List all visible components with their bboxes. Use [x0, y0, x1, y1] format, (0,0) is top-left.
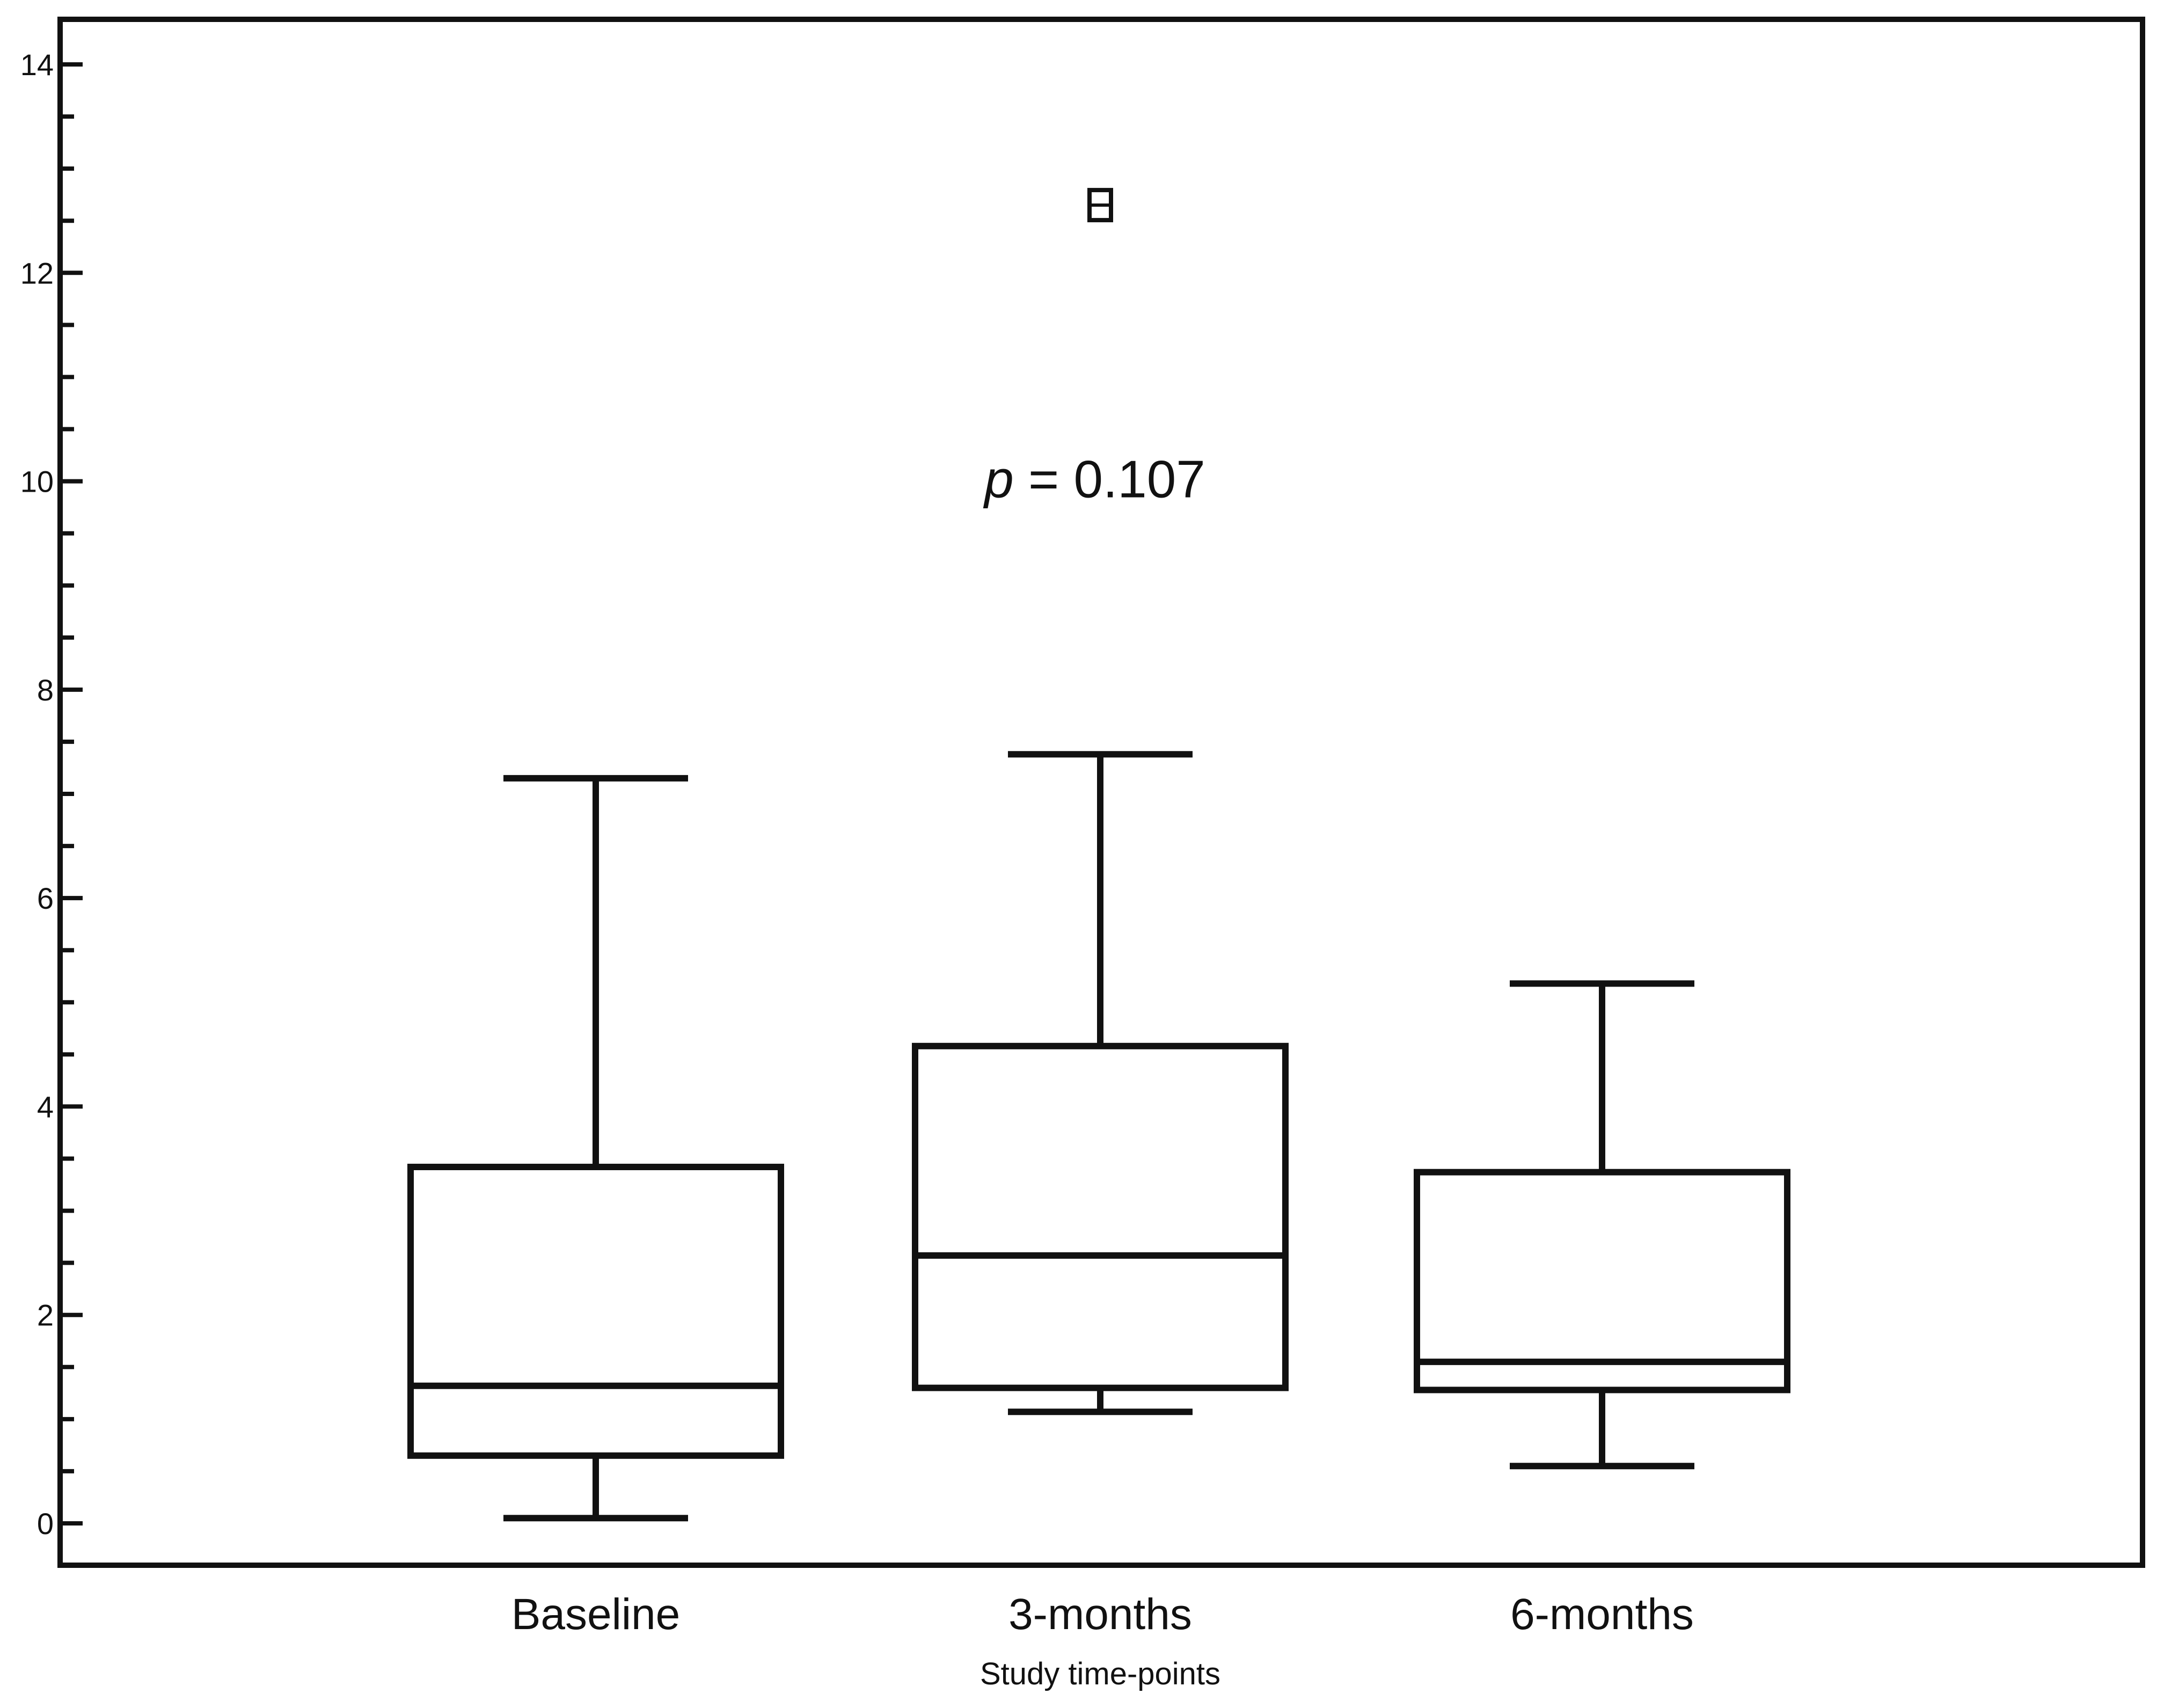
box-3-months: [912, 188, 1289, 1415]
p-value-symbol: p: [983, 450, 1014, 509]
p-value-annotation: p = 0.107: [983, 450, 1205, 509]
x-category-label: 3-months: [1008, 1590, 1192, 1639]
y-tick-label: 6: [37, 881, 54, 915]
x-axis-label: Study time-points: [980, 1656, 1220, 1691]
boxes-layer: [407, 188, 1790, 1522]
category-labels: Baseline 3-months 6-months: [511, 1590, 1694, 1639]
iqr-box: [912, 1042, 1289, 1391]
box-6-months: [1414, 980, 1790, 1470]
y-tick-label: 4: [37, 1090, 54, 1123]
y-axis: 0 2 4 6 8 10 12 14: [20, 48, 83, 1541]
box-baseline: [407, 775, 784, 1522]
p-value-text: = 0.107: [1014, 450, 1205, 509]
x-category-label: Baseline: [511, 1590, 681, 1639]
y-tick-label: 10: [20, 465, 54, 499]
iqr-box: [1414, 1169, 1790, 1393]
y-tick-label: 0: [37, 1507, 54, 1541]
x-category-label: 6-months: [1510, 1590, 1694, 1639]
y-tick-label: 14: [20, 48, 54, 82]
iqr-box: [407, 1164, 784, 1459]
y-tick-label: 2: [37, 1298, 54, 1332]
y-tick-label: 12: [20, 256, 54, 290]
y-tick-label: 8: [37, 673, 54, 707]
